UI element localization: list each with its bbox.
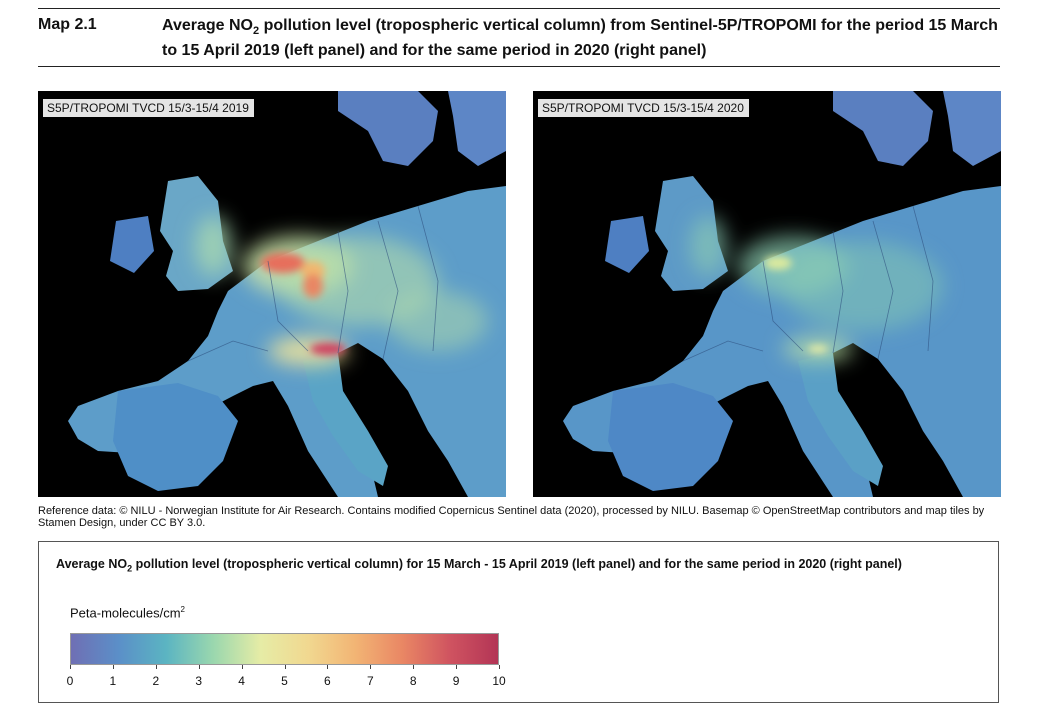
no2-map-2020 [533, 91, 1001, 497]
scale-tick-label: 10 [492, 674, 506, 688]
pollution-peaks-2020 [764, 256, 828, 353]
legend-title: Average NO2 pollution level (tropospheri… [56, 557, 976, 576]
map-title-part: Average NO [162, 17, 253, 34]
scale-tick-label: 9 [452, 674, 460, 688]
scale-tick-mark [155, 665, 157, 669]
scale-tick-mark [241, 665, 243, 669]
map-panel-2020[interactable]: S5P/TROPOMI TVCD 15/3-15/4 2020 [533, 91, 1001, 497]
scale-tick-label: 3 [195, 674, 203, 688]
scale-tick-label: 2 [152, 674, 160, 688]
country-borders [187, 205, 439, 362]
finland-region [943, 91, 1001, 166]
iberia-region [113, 383, 238, 491]
scale-tick-mark [327, 665, 329, 669]
finland-region [448, 91, 506, 166]
scale-tick-label: 0 [66, 674, 74, 688]
scale-tick-mark [70, 665, 71, 669]
panel-label-2020: S5P/TROPOMI TVCD 15/3-15/4 2020 [538, 99, 749, 117]
legend-unit-superscript: 2 [180, 605, 185, 614]
header-top-rule [38, 8, 1000, 9]
country-borders [682, 205, 934, 362]
scale-tick-label: 8 [409, 674, 417, 688]
map-title: Average NO2 pollution level (tropospheri… [162, 16, 1002, 61]
legend-title-part: pollution level (tropospheric vertical c… [132, 557, 902, 571]
scale-tick-mark [370, 665, 372, 669]
italy-region [303, 353, 388, 486]
ireland-region [605, 216, 649, 273]
pollution-hotspots-2020 [690, 216, 943, 361]
pollution-peaks-2019 [261, 253, 346, 355]
scale-tick-mark [198, 665, 200, 669]
panel-label-2019: S5P/TROPOMI TVCD 15/3-15/4 2019 [43, 99, 254, 117]
scale-tick-mark [413, 665, 415, 669]
scandinavia-region [338, 91, 438, 166]
map-number: Map 2.1 [38, 16, 97, 33]
scale-tick-label: 4 [238, 674, 245, 688]
ireland-region [110, 216, 154, 273]
no2-map-2019 [38, 91, 506, 497]
scale-tick-mark [284, 665, 286, 669]
reference-note: Reference data: © NILU - Norwegian Insti… [38, 505, 985, 529]
legend-unit: Peta-molecules/cm2 [70, 605, 185, 620]
scandinavia-region [833, 91, 933, 166]
scale-tick-label: 6 [324, 674, 331, 688]
map-title-subscript: 2 [253, 25, 260, 38]
map-panel-2019[interactable]: S5P/TROPOMI TVCD 15/3-15/4 2019 [38, 91, 506, 497]
legend-box: Average NO2 pollution level (tropospheri… [38, 541, 999, 703]
scale-tick-label: 5 [281, 674, 288, 688]
scale-tick-label: 1 [109, 674, 117, 688]
header-bottom-rule [38, 66, 1000, 67]
map-title-part: pollution level (tropospheric vertical c… [162, 17, 998, 60]
scale-tick-mark [112, 665, 114, 669]
iberia-region [608, 383, 733, 491]
color-scale-bar [70, 633, 499, 665]
legend-title-subscript: 2 [127, 563, 133, 574]
legend-title-part: Average NO [56, 557, 128, 571]
scale-tick-label: 7 [366, 674, 374, 688]
scale-tick-mark [499, 665, 500, 669]
scale-tick-mark [456, 665, 458, 669]
legend-unit-main: Peta-molecules/cm [70, 605, 181, 621]
italy-region [798, 353, 883, 486]
